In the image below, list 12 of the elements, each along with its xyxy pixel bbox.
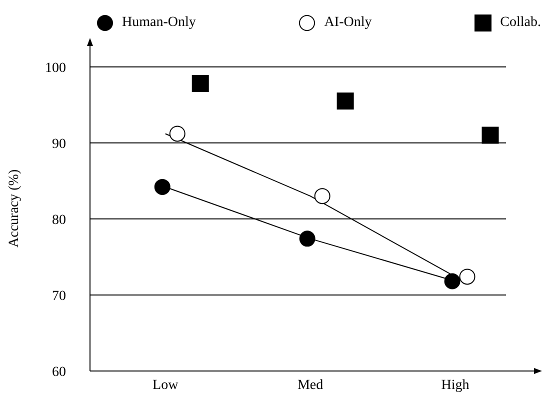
y-tick-label: 80: [52, 212, 66, 228]
y-tick-label: 100: [45, 60, 66, 76]
x-tick-label: Low: [152, 378, 180, 393]
y-tick-label: 90: [52, 136, 66, 152]
legend-label: Collab.: [500, 15, 541, 31]
legend-label: AI-Only: [324, 15, 372, 31]
y-tick-label: 70: [52, 288, 66, 304]
x-tick-label: Med: [297, 378, 324, 393]
y-axis-title: Accuracy (%): [6, 169, 22, 248]
x-tick-label: High: [441, 378, 470, 393]
legend-label: Human-Only: [122, 15, 196, 31]
y-tick-label: 60: [52, 364, 66, 380]
